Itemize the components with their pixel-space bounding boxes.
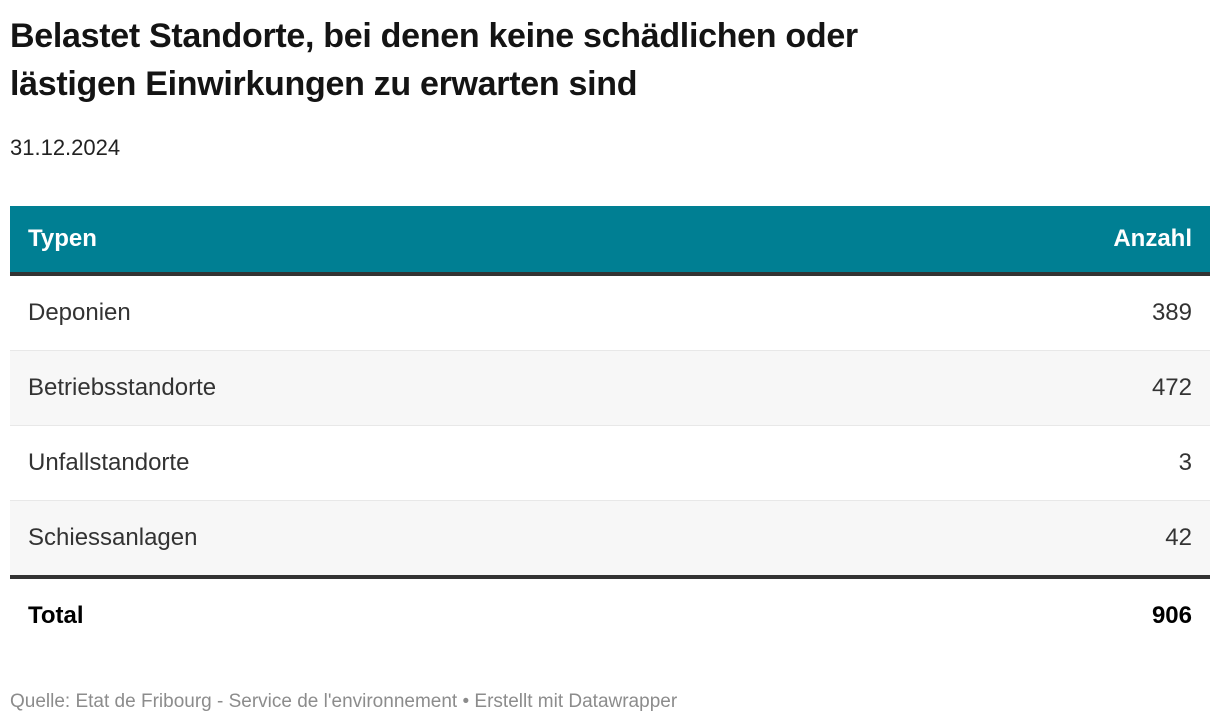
table-header-row: Typen Anzahl <box>10 206 1210 276</box>
page-title: Belastet Standorte, bei denen keine schä… <box>10 12 1210 108</box>
table-row: Betriebsstandorte 472 <box>10 350 1210 426</box>
date-subtitle: 31.12.2024 <box>10 135 121 160</box>
table-row: Unfallstandorte 3 <box>10 425 1210 501</box>
cell-count: 42 <box>803 500 1210 577</box>
cell-type-label: Unfallstandorte <box>10 425 804 501</box>
table-row: Deponien 389 <box>10 274 1210 351</box>
source-text: Etat de Fribourg - Service de l'environn… <box>75 691 458 712</box>
table-header: Typen Anzahl <box>10 206 1210 276</box>
footer-separator: • <box>462 691 470 712</box>
cell-count: 389 <box>1151 299 1192 326</box>
table-total-row: Total 906 <box>10 575 1210 653</box>
source-label: Quelle: <box>10 691 71 712</box>
total-count: 906 <box>803 575 1210 653</box>
cell-count: 3 <box>803 425 1210 501</box>
page-title-line-2: lästigen Einwirkungen zu erwarten sind <box>10 65 638 103</box>
total-label: Total <box>10 575 804 653</box>
table-row: Schiessanlagen 42 <box>10 500 1210 577</box>
cell-type-label: Deponien <box>28 299 131 326</box>
page-title-line-1: Belastet Standorte, bei denen keine schä… <box>10 17 858 55</box>
footer-attribution: Quelle: Etat de Fribourg - Service de l'… <box>10 691 1210 713</box>
column-header-type: Typen <box>10 206 804 276</box>
column-header-count: Anzahl <box>803 206 1210 276</box>
cell-type-label: Schiessanlagen <box>10 500 804 577</box>
cell-type-label: Betriebsstandorte <box>10 350 804 426</box>
data-table: Typen Anzahl Deponien 389 Betriebsstando… <box>10 206 1210 653</box>
datawrapper-credit-link[interactable]: Erstellt mit Datawrapper <box>474 691 678 712</box>
cell-count: 472 <box>803 350 1210 426</box>
